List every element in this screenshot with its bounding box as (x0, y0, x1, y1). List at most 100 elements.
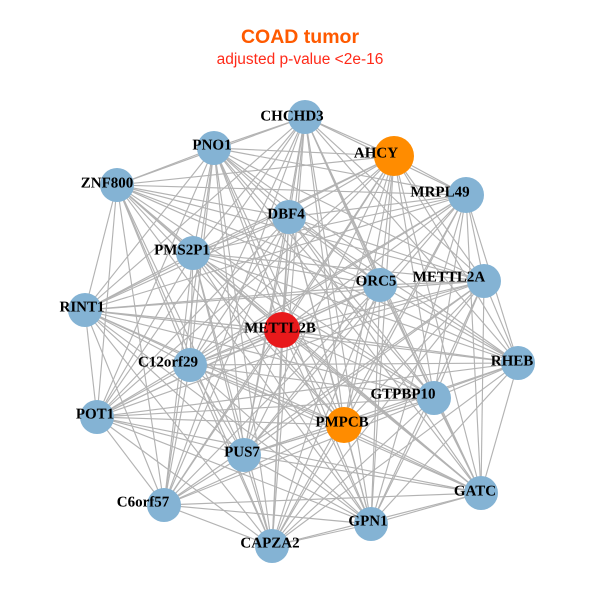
graph-edge (379, 194, 467, 286)
graph-edge (480, 362, 519, 494)
graph-node-znf800[interactable] (100, 168, 134, 202)
graph-edge (163, 364, 191, 506)
graph-node-gatc[interactable] (464, 476, 498, 510)
graph-edge (288, 194, 467, 218)
graph-edge (163, 280, 485, 506)
graph-edge (343, 284, 381, 426)
graph-node-pmpcb[interactable] (326, 407, 362, 443)
graph-edge (84, 184, 118, 311)
graph-edge (96, 416, 245, 456)
graph-edge (116, 155, 395, 186)
graph-edge (393, 155, 435, 399)
graph-edge (213, 147, 345, 426)
graph-edge (379, 284, 519, 364)
graph-edge (433, 194, 467, 399)
graph-edge (84, 280, 485, 311)
graph-node-mrpl49[interactable] (448, 177, 484, 213)
graph-edge (96, 364, 191, 418)
graph-edge (271, 280, 485, 547)
graph-edge (379, 155, 395, 286)
graph-edge (163, 329, 283, 506)
graph-edge (116, 147, 215, 186)
graph-edge (84, 252, 194, 311)
graph-edge (84, 309, 372, 525)
graph-edge (243, 329, 283, 456)
graph-edge (189, 252, 194, 366)
graph-node-c6orf57[interactable] (147, 488, 181, 522)
graph-edge (96, 416, 165, 506)
graph-node-dbf4[interactable] (272, 200, 306, 234)
graph-edge (192, 116, 306, 254)
graph-edge (213, 147, 273, 547)
graph-edge (304, 116, 482, 494)
graph-edge (281, 280, 485, 331)
graph-edge (84, 284, 381, 311)
graph-edge (96, 362, 519, 418)
graph-node-gpn1[interactable] (354, 507, 388, 541)
graph-edge (304, 116, 519, 364)
graph-edge (304, 116, 372, 525)
graph-edge (288, 216, 482, 494)
graph-edge (213, 147, 435, 399)
graph-edge (213, 147, 467, 196)
graph-node-ahcy[interactable] (374, 136, 414, 176)
graph-edge (288, 155, 395, 218)
graph-edge (288, 216, 519, 364)
graph-edge (84, 309, 165, 506)
graph-node-capza2[interactable] (255, 529, 289, 563)
graph-edge (96, 416, 372, 525)
graph-edge (192, 252, 485, 282)
graph-edge (84, 309, 283, 331)
graph-edge (213, 147, 245, 456)
graph-edge (370, 397, 435, 525)
graph-edge (304, 116, 485, 282)
graph-edge (163, 397, 435, 506)
graph-edge (84, 309, 435, 399)
graph-edge (163, 504, 273, 547)
graph-edge (84, 194, 467, 311)
graph-node-pno1[interactable] (197, 131, 231, 165)
graph-node-orc5[interactable] (363, 268, 397, 302)
graph-edge (243, 454, 372, 525)
graph-edge (192, 147, 215, 254)
graph-edge (116, 184, 191, 366)
graph-edge (116, 184, 165, 506)
graph-edge (213, 147, 283, 331)
graph-node-mettl2a[interactable] (467, 264, 501, 298)
graph-edge (370, 284, 381, 525)
graph-node-rint1[interactable] (68, 293, 102, 327)
graph-edge (163, 216, 290, 506)
graph-edge (288, 216, 381, 286)
graph-node-rheb[interactable] (501, 346, 535, 380)
graph-edge (192, 252, 519, 364)
graph-edge (433, 280, 485, 399)
graph-node-mettl2b[interactable] (264, 312, 300, 348)
graph-edge (343, 424, 482, 494)
graph-edge (192, 194, 467, 254)
graph-edge (192, 252, 381, 286)
graph-edge (116, 184, 290, 218)
graph-edge (84, 309, 519, 364)
graph-edge (271, 329, 283, 547)
graph-node-pus7[interactable] (227, 438, 261, 472)
graph-edge (96, 416, 345, 426)
graph-node-chchd3[interactable] (288, 100, 322, 134)
graph-edge (84, 309, 191, 366)
graph-node-gtpbp10[interactable] (417, 381, 451, 415)
graph-edge (84, 309, 245, 456)
graph-edge (370, 362, 519, 525)
edges-group (84, 116, 519, 547)
graph-edge (116, 184, 372, 525)
graph-node-pot1[interactable] (80, 400, 114, 434)
graph-edge (343, 194, 467, 426)
graph-edge (84, 116, 306, 311)
graph-node-pms2p1[interactable] (176, 236, 210, 270)
graph-edge (243, 280, 485, 456)
graph-edge (243, 194, 467, 456)
graph-edge (288, 216, 485, 282)
graph-node-c12orf29[interactable] (173, 348, 207, 382)
graph-edge (343, 280, 485, 426)
graph-edge (243, 284, 381, 456)
